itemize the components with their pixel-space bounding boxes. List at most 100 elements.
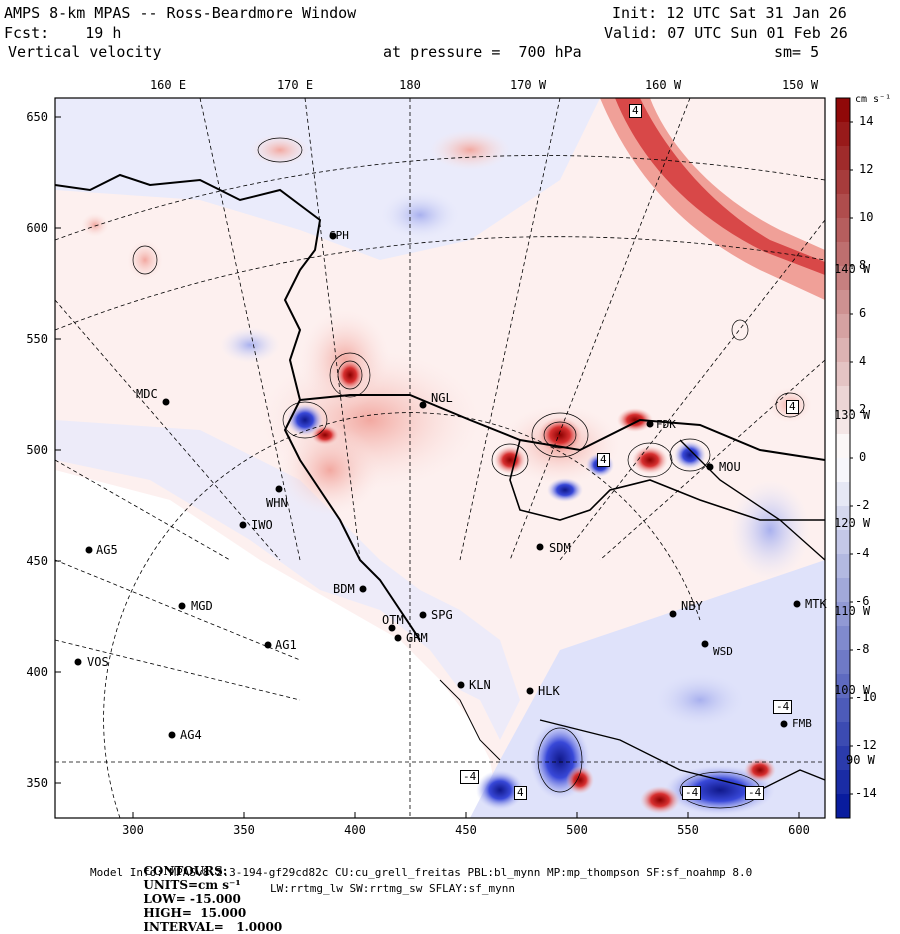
colorbar [836, 98, 853, 819]
y-tick-label: 500 [26, 443, 48, 457]
variable-name: Vertical velocity [8, 43, 162, 61]
forecast-hour: Fcst: 19 h [4, 24, 122, 42]
station-label: AG4 [180, 728, 202, 742]
station-label: OTM [382, 613, 404, 627]
x-tick-label: 500 [566, 823, 588, 837]
colorbar-segment [836, 314, 850, 339]
longitude-label: 180 [399, 78, 421, 92]
colorbar-segment [836, 794, 850, 819]
contours-label: CONTOURS: [143, 864, 228, 878]
station-dot-vos [74, 658, 82, 666]
longitude-label: 170 W [509, 78, 547, 92]
station-label: IWO [251, 518, 273, 532]
station-dot-ngl [419, 401, 427, 409]
longitude-label-right: 110 W [834, 604, 871, 618]
station-label: WHN [266, 496, 288, 510]
x-tick-label: 400 [344, 823, 366, 837]
contour-value-mark: 4 [514, 786, 527, 800]
x-tick-label: 550 [677, 823, 699, 837]
valid-time: Valid: 07 UTC Sun 01 Feb 26 [604, 24, 848, 42]
colorbar-tick-label: -6 [855, 594, 870, 608]
init-time: Init: 12 UTC Sat 31 Jan 26 [612, 4, 847, 22]
colorbar-tick-label: -4 [855, 546, 870, 560]
longitude-label: 160 W [644, 78, 682, 92]
station-dot-bdm [359, 585, 367, 593]
contours-interval: INTERVAL= 1.0000 [143, 920, 283, 934]
longitude-label: 150 W [781, 78, 819, 92]
colorbar-tick-label: -8 [855, 642, 870, 656]
y-tick-label: 650 [26, 110, 48, 124]
x-tick-label: 600 [788, 823, 810, 837]
colorbar-segment [836, 482, 850, 507]
colorbar-segment [836, 338, 850, 363]
station-dot-nby [669, 610, 677, 618]
colorbar-tick-label: 8 [859, 258, 867, 272]
station-label: SPG [431, 608, 453, 622]
pressure-level: at pressure = 700 hPa [383, 43, 582, 61]
longitude-label: 170 E [276, 78, 314, 92]
longitude-label: 160 E [149, 78, 187, 92]
y-tick-label: 350 [26, 776, 48, 790]
station-dot-fdk [646, 420, 654, 428]
station-label: VOS [87, 655, 109, 669]
station-label: MDC [136, 387, 158, 401]
station-dot-ag1 [264, 641, 272, 649]
no-data-region [55, 470, 500, 818]
longitude-label-right: 100 W [834, 683, 871, 697]
colorbar-tick-label: 12 [859, 162, 874, 176]
contour-value-mark: 4 [597, 453, 610, 467]
colorbar-segment [836, 122, 850, 147]
model-info: Model Info: MPASv8.2.3-194-gf29cd82c CU:… [90, 866, 753, 879]
station-dot-hlk [526, 687, 534, 695]
station-dot-fmb [780, 720, 788, 728]
colorbar-tick-label: -12 [855, 738, 877, 752]
colorbar-segment [836, 146, 850, 171]
x-tick-label: 450 [455, 823, 477, 837]
colorbar-segment [836, 698, 850, 723]
contour-value-mark: -4 [460, 770, 480, 784]
y-tick-label: 400 [26, 665, 48, 679]
colorbar-segment [836, 674, 850, 699]
station-dot-mou [706, 463, 714, 471]
colorbar-tick-label: -10 [855, 690, 877, 704]
colorbar-tick-label: 10 [859, 210, 874, 224]
station-label: MGD [191, 599, 213, 613]
colorbar-tick-label: 0 [859, 450, 867, 464]
longitude-label-right: 120 W [834, 516, 871, 530]
colorbar-segment [836, 458, 850, 483]
station-dot-iwo [239, 521, 247, 529]
station-dot-whn [275, 485, 283, 493]
station-label: CPH [329, 229, 349, 242]
colorbar-units: cm s⁻¹ [855, 94, 892, 105]
colorbar-segment [836, 602, 850, 627]
station-label: SDM [549, 541, 571, 555]
map-plot [54, 97, 853, 819]
station-label: KLN [469, 678, 491, 692]
coastline [55, 173, 421, 641]
x-tick-label: 300 [122, 823, 144, 837]
colorbar-segment [836, 578, 850, 603]
y-tick-label: 450 [26, 554, 48, 568]
station-dot-ag5 [85, 546, 93, 554]
colorbar-segment [836, 530, 850, 555]
colorbar-segment [836, 98, 850, 123]
colorbar-tick-label: -2 [855, 498, 870, 512]
colorbar-segment [836, 650, 850, 675]
station-label: NGL [431, 391, 453, 405]
colorbar-segment [836, 746, 850, 771]
station-dot-sdm [536, 543, 544, 551]
contour-value-mark: -4 [773, 700, 793, 714]
station-label: MOU [719, 460, 741, 474]
station-label: FMB [792, 717, 812, 730]
colorbar-tick-label: 4 [859, 354, 867, 368]
contour-value-mark: -4 [682, 786, 702, 800]
contour-value-mark: 4 [786, 400, 799, 414]
station-label: GRM [406, 631, 428, 645]
station-label: AG1 [275, 638, 297, 652]
colorbar-segment [836, 770, 850, 795]
station-dot-mdc [162, 398, 170, 406]
contours-low: LOW= -15.000 [143, 892, 241, 906]
longitude-label-right: 140 W [834, 262, 871, 276]
colorbar-segment [836, 194, 850, 219]
colorbar-segment [836, 722, 850, 747]
